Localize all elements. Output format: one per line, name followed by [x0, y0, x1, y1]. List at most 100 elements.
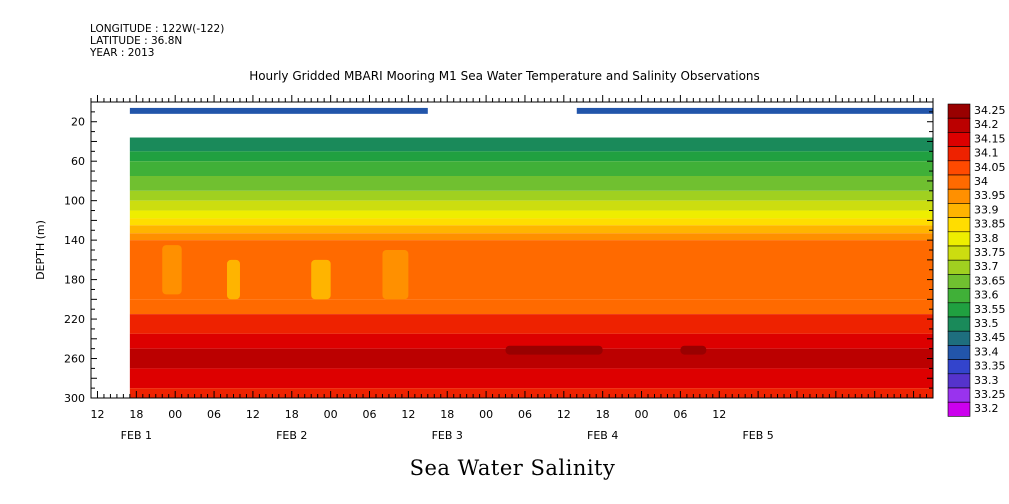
y-axis-label: DEPTH (m): [34, 220, 47, 280]
depth-band: [129, 240, 933, 300]
legend-swatch: [947, 330, 971, 346]
x-tick-label: 18: [596, 408, 610, 421]
x-tick-label: 12: [90, 408, 104, 421]
variable-title: Sea Water Salinity: [409, 456, 616, 480]
x-tick-label: 06: [363, 408, 377, 421]
legend-label: 34.1: [974, 147, 999, 160]
legend-label: 34.2: [974, 118, 999, 131]
x-date-label: FEB 3: [432, 429, 463, 442]
legend-label: 33.6: [974, 289, 999, 302]
legend-label: 33.35: [974, 360, 1006, 373]
y-tick-label: 100: [64, 195, 85, 208]
x-tick-label: 18: [440, 408, 454, 421]
salinity-feature: [382, 250, 409, 300]
salinity-feature: [162, 245, 182, 295]
y-tick-label: 60: [71, 155, 85, 168]
salinity-feature: [680, 345, 707, 355]
y-tick-label: 220: [64, 313, 85, 326]
x-tick-label: 00: [324, 408, 338, 421]
x-tick-label: 06: [673, 408, 687, 421]
legend-label: 34.25: [974, 104, 1006, 117]
longitude-label: LONGITUDE : 122W(-122): [90, 23, 225, 35]
x-tick-label: 00: [479, 408, 493, 421]
legend-swatch: [947, 245, 971, 261]
legend-label: 33.55: [974, 303, 1006, 316]
depth-band: [129, 218, 933, 226]
legend-swatch: [947, 217, 971, 233]
depth-band: [129, 161, 933, 176]
legend-swatch: [947, 259, 971, 275]
x-tick-label: 12: [401, 408, 415, 421]
x-date-label: FEB 5: [742, 429, 773, 442]
depth-band: [129, 176, 933, 191]
legend-swatch: [947, 160, 971, 176]
legend-swatch: [947, 274, 971, 289]
salinity-feature: [505, 345, 603, 355]
legend-label: 34.15: [974, 132, 1006, 145]
depth-band: [129, 333, 933, 349]
legend-label: 33.25: [974, 388, 1006, 401]
x-tick-label: 06: [207, 408, 221, 421]
color-legend: 34.2534.234.1534.134.053433.9533.933.853…: [947, 103, 1006, 417]
legend-swatch: [947, 231, 971, 247]
chart-title: Hourly Gridded MBARI Mooring M1 Sea Wate…: [249, 69, 760, 83]
legend-swatch: [947, 387, 971, 403]
y-tick-label: 140: [64, 234, 85, 247]
legend-swatch: [947, 188, 971, 204]
depth-band: [129, 299, 933, 315]
legend-label: 33.65: [974, 274, 1006, 287]
y-tick-label: 300: [64, 392, 85, 405]
legend-label: 33.4: [974, 345, 999, 358]
x-date-label: FEB 1: [121, 429, 152, 442]
depth-band: [129, 200, 933, 211]
legend-swatch: [947, 132, 971, 147]
y-axis: 20 60 100 140 180 220 260 300: [64, 101, 933, 405]
depth-band: [129, 368, 933, 389]
x-date-label: FEB 2: [276, 429, 307, 442]
depth-band: [129, 151, 933, 162]
latitude-label: LATITUDE : 36.8N: [90, 35, 183, 47]
depth-band: [129, 210, 933, 219]
legend-label: 33.85: [974, 218, 1006, 231]
x-tick-label: 12: [246, 408, 260, 421]
legend-label: 33.8: [974, 232, 999, 245]
legend-swatch: [947, 146, 971, 162]
legend-swatch: [947, 302, 971, 318]
legend-swatch: [947, 373, 971, 389]
legend-swatch: [947, 174, 971, 190]
x-tick-label: 00: [635, 408, 649, 421]
surface-band: [129, 107, 428, 114]
legend-label: 33.7: [974, 260, 999, 273]
plot-area: [129, 107, 933, 398]
legend-label: 33.5: [974, 317, 999, 330]
legend-label: 34.05: [974, 161, 1006, 174]
legend-label: 33.75: [974, 246, 1006, 259]
salinity-feature: [311, 259, 331, 300]
year-label: YEAR : 2013: [90, 47, 155, 59]
x-tick-label: 06: [518, 408, 532, 421]
x-tick-label: 12: [712, 408, 726, 421]
legend-label: 33.3: [974, 374, 999, 387]
depth-band: [129, 233, 933, 241]
legend-swatch: [947, 103, 971, 119]
depth-band: [129, 314, 933, 334]
x-tick-label: 12: [557, 408, 571, 421]
x-tick-label: 18: [129, 408, 143, 421]
depth-band: [129, 388, 933, 398]
x-tick-label: 00: [168, 408, 182, 421]
y-tick-label: 20: [71, 116, 85, 129]
depth-band: [129, 225, 933, 234]
legend-label: 33.95: [974, 189, 1006, 202]
depth-band: [129, 137, 933, 152]
x-date-label: FEB 4: [587, 429, 618, 442]
legend-label: 33.9: [974, 203, 999, 216]
depth-band: [129, 190, 933, 201]
legend-swatch: [947, 345, 971, 360]
legend-swatch: [947, 316, 971, 332]
y-tick-label: 180: [64, 274, 85, 287]
legend-swatch: [947, 359, 971, 375]
legend-swatch: [947, 288, 971, 304]
depth-band: [129, 348, 933, 369]
legend-label: 33.2: [974, 402, 999, 415]
